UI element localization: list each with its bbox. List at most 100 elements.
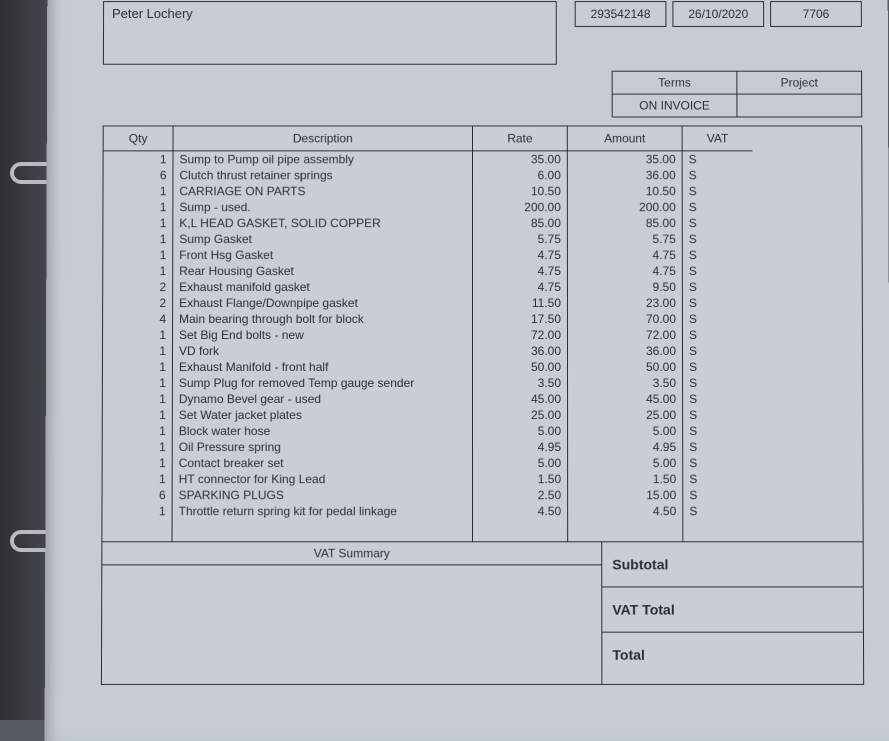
terms-block: Terms ON INVOICE Project	[612, 71, 863, 118]
cell-desc: Main bearing through bolt for block	[173, 311, 473, 327]
cell-desc: Set Water jacket plates	[173, 407, 473, 423]
cell-qty: 2	[103, 279, 173, 295]
table-row: 6Clutch thrust retainer springs6.0036.00…	[104, 167, 862, 183]
header-small-boxes: 293542148 26/10/2020 7706	[575, 1, 862, 65]
cell-vat: S	[683, 295, 753, 311]
cell-amount: 25.00	[568, 407, 683, 423]
cell-qty: 1	[103, 183, 173, 199]
cell-amount: 45.00	[568, 391, 683, 407]
table-row: 2Exhaust Flange/Downpipe gasket11.5023.0…	[103, 295, 862, 311]
table-header: Qty Description Rate Amount VAT	[104, 126, 862, 151]
cell-desc: Oil Pressure spring	[173, 439, 473, 455]
cell-desc: Sump Plug for removed Temp gauge sender	[173, 375, 473, 391]
table-row: 1Oil Pressure spring4.954.95S	[103, 439, 863, 455]
cell-amount: 35.00	[568, 151, 683, 167]
cell-rate: 4.75	[473, 279, 568, 295]
cell-desc: HT connector for King Lead	[173, 471, 473, 487]
col-vat: VAT	[683, 126, 753, 151]
table-body: 1Sump to Pump oil pipe assembly35.0035.0…	[102, 151, 862, 519]
cell-desc: Dynamo Bevel gear - used	[173, 391, 473, 407]
cell-rate: 5.00	[473, 423, 568, 439]
cell-vat: S	[683, 199, 753, 215]
cell-vat: S	[683, 167, 753, 183]
cell-qty: 1	[103, 247, 173, 263]
cell-qty: 1	[103, 455, 173, 471]
cell-vat: S	[683, 311, 753, 327]
cell-amount: 5.00	[568, 423, 683, 439]
cell-qty: 1	[103, 407, 173, 423]
cell-rate: 11.50	[473, 295, 568, 311]
cell-amount: 3.50	[568, 375, 683, 391]
project-label: Project	[737, 72, 861, 95]
cell-rate: 4.75	[473, 263, 568, 279]
cell-desc: SPARKING PLUGS	[173, 487, 473, 503]
table-row: 1Sump Plug for removed Temp gauge sender…	[103, 375, 862, 391]
cell-qty: 2	[103, 295, 173, 311]
cell-desc: Exhaust Flange/Downpipe gasket	[173, 295, 473, 311]
table-row: 1Rear Housing Gasket4.754.75S	[103, 263, 862, 279]
cell-vat: S	[683, 327, 753, 343]
customer-box: Peter Lochery	[103, 1, 557, 65]
header-number: 7706	[770, 1, 862, 27]
cell-rate: 2.50	[473, 487, 568, 503]
col-rate: Rate	[473, 126, 568, 151]
cell-rate: 35.00	[473, 151, 568, 167]
cell-rate: 1.50	[473, 471, 568, 487]
table-row: 6SPARKING PLUGS2.5015.00S	[103, 487, 863, 503]
cell-amount: 10.50	[568, 183, 683, 199]
cell-rate: 3.50	[473, 375, 568, 391]
cell-qty: 1	[103, 391, 173, 407]
table-row: 1Set Water jacket plates25.0025.00S	[103, 407, 862, 423]
cell-rate: 10.50	[473, 183, 568, 199]
cell-qty: 1	[103, 423, 173, 439]
total-label: Total	[602, 633, 863, 677]
cell-amount: 9.50	[568, 279, 683, 295]
cell-qty: 4	[103, 311, 173, 327]
binder-edge	[0, 0, 48, 720]
cell-amount: 4.75	[568, 263, 683, 279]
table-row: 1VD fork36.0036.00S	[103, 343, 862, 359]
cell-vat: S	[683, 231, 753, 247]
cell-vat: S	[683, 407, 753, 423]
cell-amount: 200.00	[568, 199, 683, 215]
cell-desc: Exhaust manifold gasket	[173, 279, 473, 295]
cell-amount: 70.00	[568, 311, 683, 327]
cell-rate: 4.75	[473, 247, 568, 263]
table-row: 2Exhaust manifold gasket4.759.50S	[103, 279, 862, 295]
cell-desc: Contact breaker set	[173, 455, 473, 471]
cell-rate: 5.75	[473, 231, 568, 247]
header-row: Peter Lochery 293542148 26/10/2020 7706	[103, 1, 862, 65]
cell-amount: 4.95	[568, 439, 683, 455]
table-row: 1Sump - used.200.00200.00S	[103, 199, 861, 215]
terms-label: Terms	[613, 72, 737, 95]
cell-amount: 5.75	[568, 231, 683, 247]
cell-amount: 15.00	[568, 487, 683, 503]
cell-qty: 6	[104, 167, 174, 183]
cell-vat: S	[683, 247, 753, 263]
cell-rate: 6.00	[473, 167, 568, 183]
cell-desc: K,L HEAD GASKET, SOLID COPPER	[173, 215, 473, 231]
cell-amount: 50.00	[568, 359, 683, 375]
vat-total-label: VAT Total	[602, 587, 863, 632]
cell-vat: S	[683, 215, 753, 231]
table-row: 1HT connector for King Lead1.501.50S	[103, 471, 863, 487]
terms-value: ON INVOICE	[613, 95, 737, 117]
cell-desc: Sump - used.	[173, 199, 473, 215]
col-amount: Amount	[568, 126, 683, 151]
cell-rate: 200.00	[473, 199, 568, 215]
cell-desc: Exhaust Manifold - front half	[173, 359, 473, 375]
customer-name: Peter Lochery	[112, 6, 548, 21]
table-row: 1Set Big End bolts - new72.0072.00S	[103, 327, 862, 343]
cell-desc: Throttle return spring kit for pedal lin…	[173, 503, 473, 519]
table-row: 1Sump Gasket5.755.75S	[103, 231, 861, 247]
table-row: 1Block water hose5.005.00S	[103, 423, 863, 439]
table-row: 1CARRIAGE ON PARTS10.5010.50S	[103, 183, 861, 199]
cell-vat: S	[683, 359, 753, 375]
cell-qty: 1	[103, 263, 173, 279]
cell-vat: S	[683, 391, 753, 407]
cell-vat: S	[683, 471, 753, 487]
cell-desc: Clutch thrust retainer springs	[173, 167, 473, 183]
cell-vat: S	[683, 487, 753, 503]
invoice-page: Peter Lochery 293542148 26/10/2020 7706 …	[45, 0, 889, 741]
table-padding-row	[102, 519, 862, 541]
